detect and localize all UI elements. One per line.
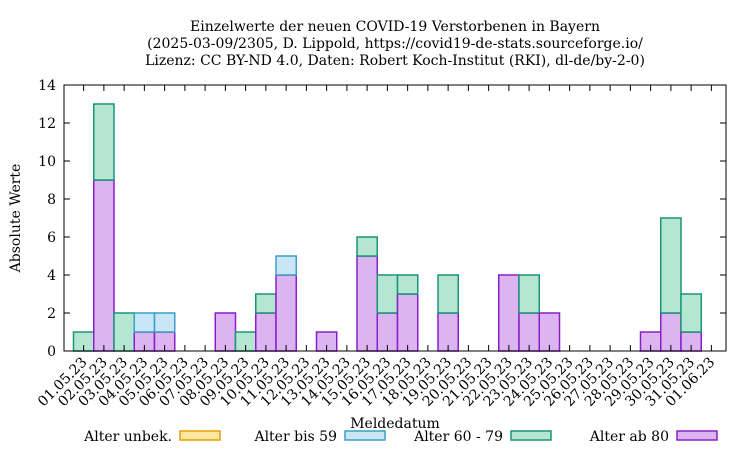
bar-23.05.23-series-1 (518, 274, 540, 314)
bar-11.05.23-series-2 (275, 255, 297, 276)
bar-15.05.23-series-1 (356, 236, 378, 257)
bar-30.05.23-series-1 (660, 217, 682, 314)
y-tick-label-0: 0 (47, 344, 56, 360)
bar-11.05.23-series-0 (275, 274, 297, 352)
chart-title-line-1: Einzelwerte der neuen COVID-19 Verstorbe… (190, 19, 600, 35)
bars-layer (72, 103, 702, 352)
bar-17.05.23-series-0 (396, 293, 419, 352)
bar-05.05.23-series-2 (153, 312, 176, 333)
bar-04.05.23-series-2 (133, 312, 156, 333)
chart-title-line-2: (2025-03-09/2305, D. Lippold, https://co… (147, 36, 643, 52)
legend-swatch-1 (344, 430, 386, 441)
bar-02.05.23-series-0 (93, 179, 115, 352)
legend-label-2: Alter 60 - 79 (413, 429, 503, 445)
legend: Alter unbek. Alter bis 59 Alter 60 - 79 Alt… (83, 429, 718, 445)
y-tick-label-14: 14 (38, 78, 56, 94)
legend-label-3: Alter ab 80 (589, 429, 669, 445)
bar-17.05.23-series-1 (396, 274, 419, 295)
legend-swatch-3 (676, 430, 718, 441)
bar-16.05.23-series-1 (376, 274, 399, 314)
y-tick-label-10: 10 (38, 154, 56, 170)
bar-15.05.23-series-0 (356, 255, 378, 352)
y-tick-label-12: 12 (38, 116, 56, 132)
y-tick-label-8: 8 (47, 192, 56, 208)
plot-frame (63, 84, 727, 352)
y-tick-label-4: 4 (47, 268, 56, 284)
bar-10.05.23-series-1 (255, 293, 277, 314)
bar-22.05.23-series-0 (498, 274, 520, 352)
legend-label-0: Alter unbek. (83, 429, 172, 445)
x-axis: 01.05.2302.05.2303.05.2304.05.2305.05.23… (35, 85, 718, 410)
chart-title-line-3: Lizenz: CC BY-ND 4.0, Daten: Robert Koch… (145, 53, 645, 69)
y-tick-label-2: 2 (47, 306, 56, 322)
y-axis: 0 2 4 6 8 10 12 14 (38, 78, 726, 360)
bar-02.05.23-series-1 (93, 103, 115, 181)
bar-19.05.23-series-1 (437, 274, 459, 314)
bar-31.05.23-series-1 (680, 293, 702, 333)
y-axis-label: Absolute Werte (8, 164, 24, 274)
x-axis-label: Meldedatum (350, 416, 440, 432)
legend-swatch-2 (510, 430, 552, 441)
legend-swatch-0 (179, 430, 221, 441)
legend-label-1: Alter bis 59 (253, 429, 337, 445)
y-tick-label-6: 6 (47, 230, 56, 246)
